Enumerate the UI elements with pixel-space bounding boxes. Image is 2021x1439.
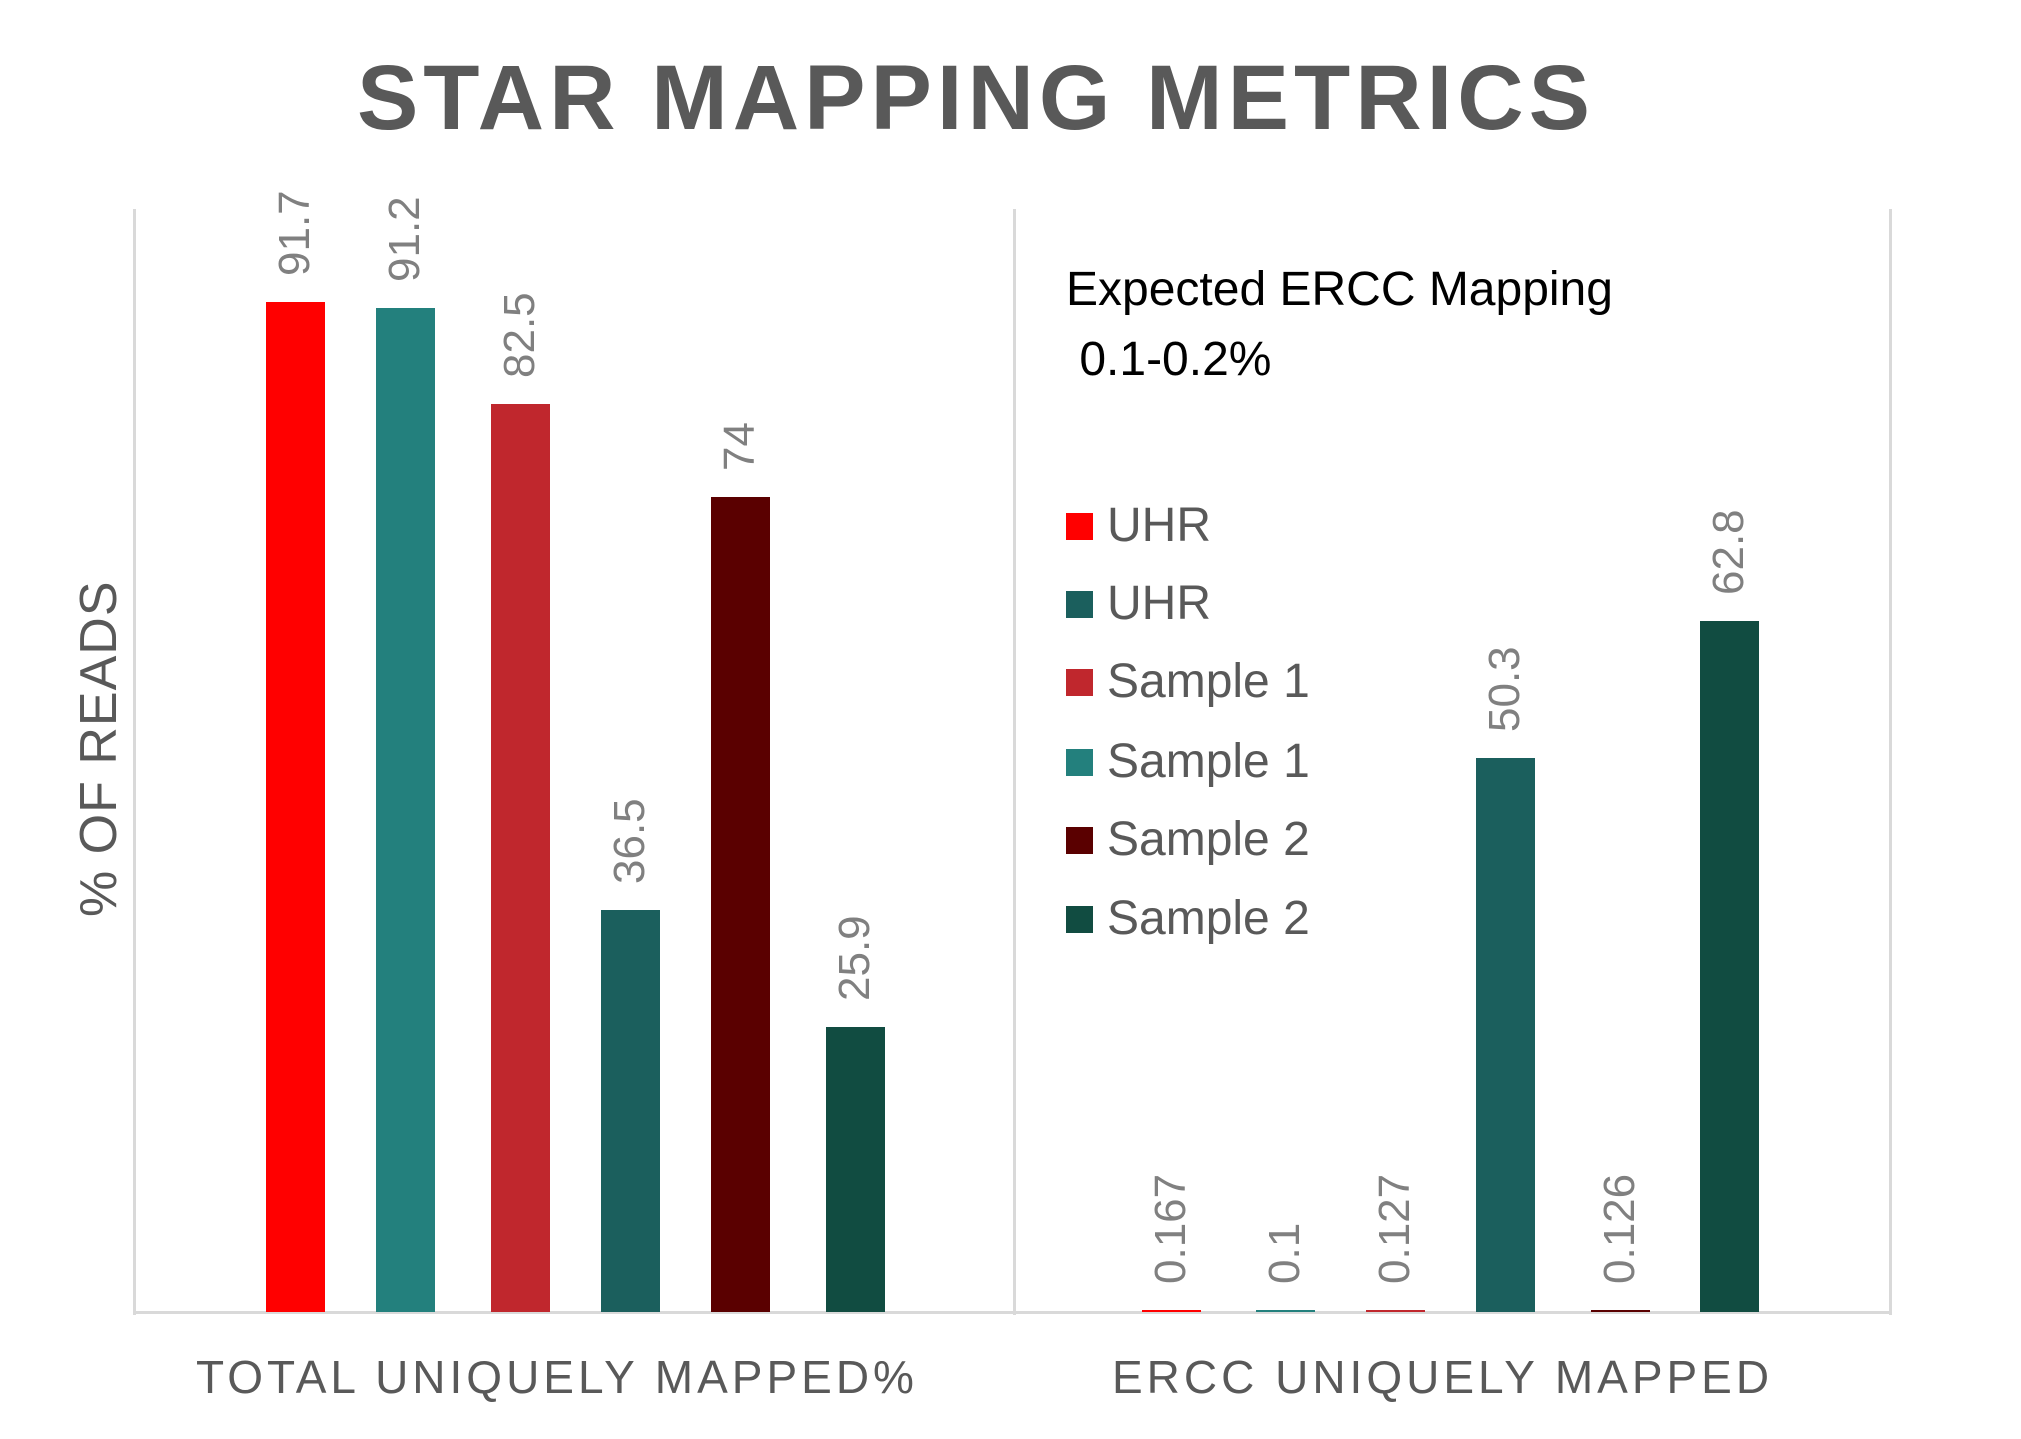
y-axis-line (133, 209, 136, 1315)
legend-swatch-icon (1066, 906, 1093, 933)
x-axis-line (133, 1311, 1892, 1314)
bar (1476, 758, 1535, 1312)
bar (826, 1026, 885, 1312)
chart-title: STAR MAPPING METRICS (356, 47, 1596, 149)
legend-swatch-icon (1066, 669, 1093, 696)
legend-swatch-icon (1066, 513, 1093, 540)
category-divider (1013, 209, 1016, 1315)
bar (1366, 1310, 1425, 1312)
bar (376, 307, 435, 1312)
legend-swatch-icon (1066, 749, 1093, 776)
bar (491, 403, 550, 1312)
annotation-line-2: 0.1-0.2% (1066, 333, 1272, 386)
x-category-total-uniquely-mapped: TOTAL UNIQUELY MAPPED% (196, 1351, 918, 1403)
x-category-ercc-uniquely-mapped: ERCC UNIQUELY MAPPED (1112, 1351, 1774, 1403)
bar (601, 910, 660, 1312)
annotation-line-1: Expected ERCC Mapping (1066, 263, 1613, 316)
bar (266, 302, 325, 1312)
bar (1700, 620, 1759, 1312)
plot-right-border (1889, 209, 1892, 1315)
legend-swatch-icon (1066, 827, 1093, 854)
bar (1591, 1310, 1650, 1312)
bar (1256, 1310, 1315, 1312)
bar (711, 497, 770, 1312)
bar (1142, 1310, 1201, 1312)
expected-ercc-annotation: Expected ERCC Mapping 0.1-0.2% (1066, 255, 1613, 395)
legend-swatch-icon (1066, 591, 1093, 618)
